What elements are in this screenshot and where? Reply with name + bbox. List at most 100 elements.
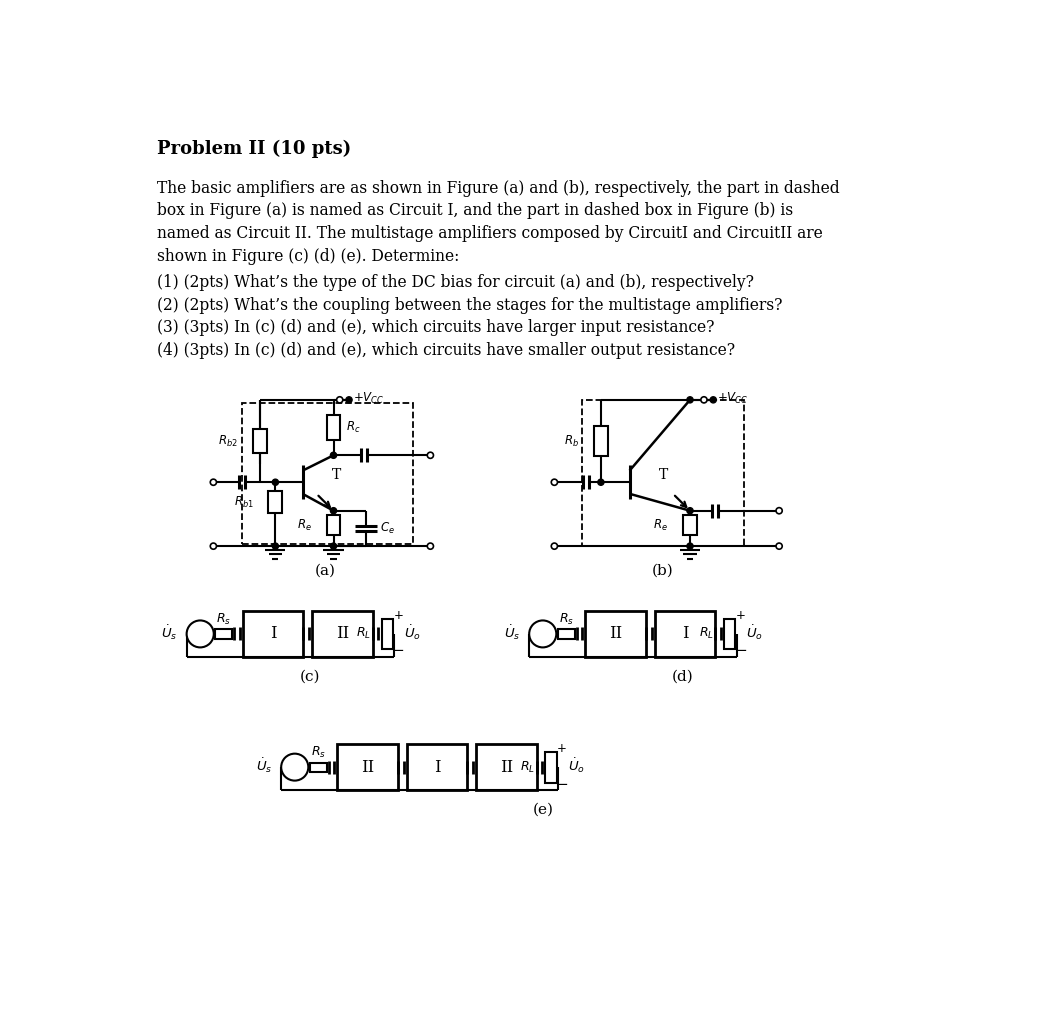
Text: II: II bbox=[361, 758, 374, 776]
Text: +: + bbox=[558, 742, 567, 755]
Circle shape bbox=[551, 543, 558, 549]
Bar bbox=[558, 630, 574, 639]
Text: $R_L$: $R_L$ bbox=[357, 626, 372, 642]
Bar bbox=[593, 426, 608, 456]
Text: $\dot{U}_s$: $\dot{U}_s$ bbox=[504, 623, 521, 642]
Text: II: II bbox=[609, 625, 622, 643]
Circle shape bbox=[529, 620, 557, 647]
Text: −: − bbox=[392, 644, 404, 658]
Bar bbox=[585, 611, 646, 657]
Bar bbox=[268, 492, 282, 513]
Text: $R_{b1}$: $R_{b1}$ bbox=[233, 495, 253, 510]
Text: $\dot{U}_o$: $\dot{U}_o$ bbox=[403, 623, 420, 642]
Bar bbox=[381, 618, 393, 649]
Text: $+V_{CC}$: $+V_{CC}$ bbox=[353, 390, 384, 406]
Bar bbox=[655, 611, 715, 657]
Text: box in Figure (a) is named as Circuit I, and the part in dashed box in Figure (b: box in Figure (a) is named as Circuit I,… bbox=[156, 202, 793, 220]
Text: (e): (e) bbox=[532, 802, 553, 817]
Text: $\dot{U}_o$: $\dot{U}_o$ bbox=[747, 623, 763, 642]
Text: −: − bbox=[734, 644, 748, 658]
Text: T: T bbox=[332, 467, 341, 481]
Circle shape bbox=[686, 508, 693, 514]
Text: +: + bbox=[287, 756, 297, 766]
Text: named as Circuit II. The multistage amplifiers composed by CircuitI and CircuitI: named as Circuit II. The multistage ampl… bbox=[156, 225, 823, 242]
Bar bbox=[242, 403, 413, 544]
Text: $+V_{CC}$: $+V_{CC}$ bbox=[717, 390, 749, 406]
Circle shape bbox=[551, 479, 558, 485]
Text: shown in Figure (c) (d) (e). Determine:: shown in Figure (c) (d) (e). Determine: bbox=[156, 247, 459, 265]
Text: $R_L$: $R_L$ bbox=[699, 626, 714, 642]
Text: +: + bbox=[535, 623, 544, 634]
Text: $\dot{U}_s$: $\dot{U}_s$ bbox=[256, 756, 272, 775]
Text: +: + bbox=[736, 609, 746, 622]
Circle shape bbox=[337, 397, 343, 403]
Bar bbox=[683, 515, 697, 535]
Text: Problem II (10 pts): Problem II (10 pts) bbox=[156, 140, 351, 157]
Text: $R_L$: $R_L$ bbox=[521, 759, 535, 775]
Text: (2) (2pts) What’s the coupling between the stages for the multistage amplifiers?: (2) (2pts) What’s the coupling between t… bbox=[156, 296, 782, 314]
Bar bbox=[215, 630, 232, 639]
Text: I: I bbox=[434, 758, 440, 776]
Bar bbox=[546, 752, 557, 783]
Text: $R_b$: $R_b$ bbox=[564, 433, 579, 449]
Text: I: I bbox=[682, 625, 689, 643]
Circle shape bbox=[272, 479, 279, 485]
Text: +: + bbox=[192, 623, 202, 634]
Circle shape bbox=[686, 397, 693, 403]
Text: (b): (b) bbox=[652, 564, 674, 577]
Text: I: I bbox=[269, 625, 277, 643]
Circle shape bbox=[598, 479, 604, 485]
Text: $R_s$: $R_s$ bbox=[310, 745, 326, 760]
Bar bbox=[252, 429, 267, 453]
Text: $R_e$: $R_e$ bbox=[297, 517, 312, 532]
Circle shape bbox=[272, 543, 279, 549]
Bar bbox=[309, 762, 327, 772]
Text: $R_c$: $R_c$ bbox=[346, 420, 360, 435]
Text: −: − bbox=[534, 634, 546, 648]
Bar bbox=[243, 611, 303, 657]
Circle shape bbox=[331, 508, 337, 514]
Circle shape bbox=[710, 397, 716, 403]
Text: $R_{b2}$: $R_{b2}$ bbox=[219, 433, 239, 449]
Circle shape bbox=[428, 452, 433, 458]
Text: (a): (a) bbox=[316, 564, 336, 577]
Circle shape bbox=[428, 543, 433, 549]
Text: −: − bbox=[286, 768, 298, 781]
Text: $R_s$: $R_s$ bbox=[559, 612, 573, 626]
Bar bbox=[326, 415, 340, 440]
Bar bbox=[337, 744, 398, 790]
Text: The basic amplifiers are as shown in Figure (a) and (b), respectively, the part : The basic amplifiers are as shown in Fig… bbox=[156, 180, 840, 196]
Bar bbox=[476, 744, 536, 790]
Bar bbox=[313, 611, 373, 657]
Circle shape bbox=[331, 543, 337, 549]
Circle shape bbox=[281, 753, 308, 781]
Circle shape bbox=[776, 508, 782, 514]
Circle shape bbox=[210, 479, 216, 485]
Text: $R_s$: $R_s$ bbox=[216, 612, 231, 626]
Bar bbox=[582, 400, 744, 546]
Text: $\dot{U}_s$: $\dot{U}_s$ bbox=[162, 623, 177, 642]
Circle shape bbox=[210, 543, 216, 549]
Circle shape bbox=[701, 397, 708, 403]
Text: −: − bbox=[555, 777, 568, 792]
Text: II: II bbox=[336, 625, 350, 643]
Bar bbox=[407, 744, 467, 790]
Text: (4) (3pts) In (c) (d) and (e), which circuits have smaller output resistance?: (4) (3pts) In (c) (d) and (e), which cir… bbox=[156, 341, 735, 359]
Text: (c): (c) bbox=[300, 669, 321, 684]
Circle shape bbox=[686, 543, 693, 549]
Circle shape bbox=[776, 543, 782, 549]
Text: (3) (3pts) In (c) (d) and (e), which circuits have larger input resistance?: (3) (3pts) In (c) (d) and (e), which cir… bbox=[156, 319, 714, 336]
Text: (d): (d) bbox=[672, 669, 693, 684]
Text: −: − bbox=[191, 634, 203, 648]
Text: $\dot{U}_o$: $\dot{U}_o$ bbox=[567, 756, 585, 775]
Text: +: + bbox=[393, 609, 403, 622]
Text: II: II bbox=[499, 758, 513, 776]
Circle shape bbox=[346, 397, 352, 403]
Bar bbox=[326, 515, 340, 535]
Text: (1) (2pts) What’s the type of the DC bias for circuit (a) and (b), respectively?: (1) (2pts) What’s the type of the DC bia… bbox=[156, 274, 754, 291]
Text: T: T bbox=[659, 467, 668, 481]
Circle shape bbox=[331, 452, 337, 458]
Circle shape bbox=[187, 620, 213, 647]
Bar bbox=[724, 618, 735, 649]
Text: $R_e$: $R_e$ bbox=[654, 517, 668, 532]
